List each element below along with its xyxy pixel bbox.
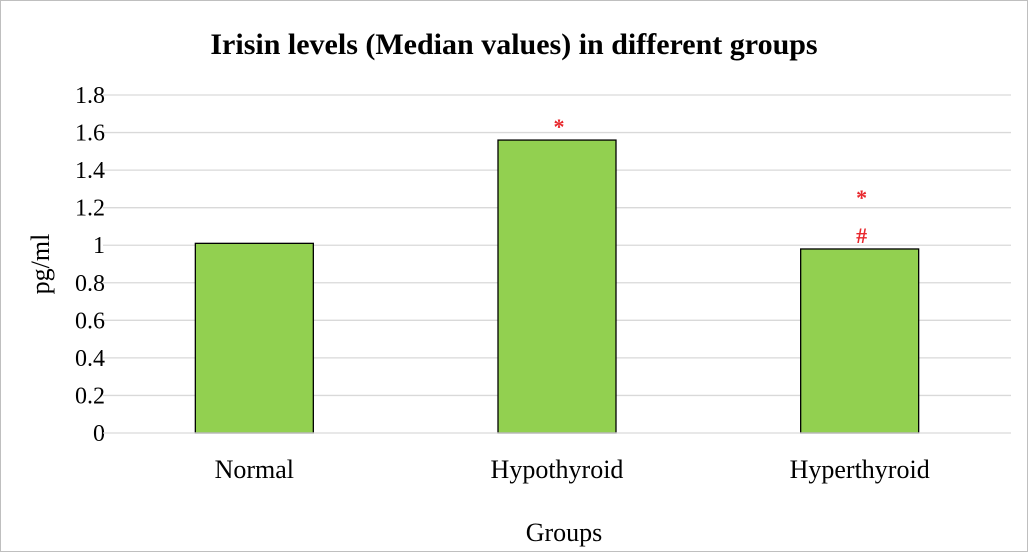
bars: [194, 139, 920, 434]
x-tick-label: Hyperthyroid: [790, 455, 930, 484]
bar-normal: [194, 242, 314, 434]
asterisk-marker: *: [554, 114, 565, 139]
asterisk-marker: *: [856, 185, 867, 210]
x-tick-label: Normal: [215, 455, 294, 484]
y-tick-label: 1.8: [75, 83, 105, 109]
y-tick-label: 1: [93, 233, 105, 259]
y-tick-label: 1.6: [75, 121, 105, 147]
y-tick-label: 0.2: [75, 383, 105, 409]
y-tick-label: 0.8: [75, 271, 105, 297]
y-axis-label: pg/ml: [26, 234, 55, 295]
x-tick-label: Hypothyroid: [491, 455, 624, 484]
y-tick-label: 0: [93, 421, 105, 447]
x-axis-label: Groups: [526, 518, 603, 547]
y-tick-label: 1.4: [75, 158, 105, 184]
hash-marker: #: [856, 223, 867, 248]
y-tick-label: 0.4: [75, 346, 105, 372]
chart-title: Irisin levels (Median values) in differe…: [210, 28, 817, 61]
significance-markers: * * #: [554, 114, 868, 248]
y-axis-ticks: 0 0.2 0.4 0.6 0.8 1 1.2 1.4 1.6 1.8: [75, 83, 105, 447]
bar-hyperthyroid: [800, 248, 920, 434]
y-tick-label: 1.2: [75, 196, 105, 222]
x-axis-categories: Normal Hypothyroid Hyperthyroid: [215, 455, 930, 484]
bar-hypothyroid: [497, 139, 617, 434]
y-tick-label: 0.6: [75, 308, 105, 334]
